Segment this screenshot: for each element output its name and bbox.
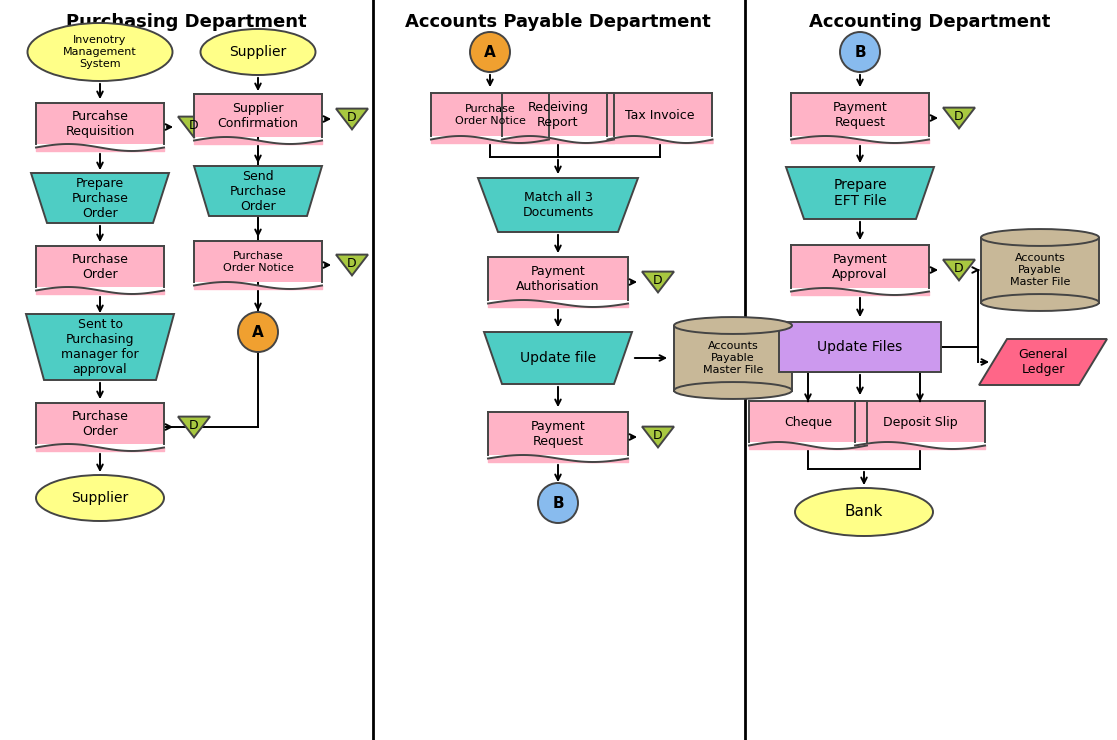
Polygon shape (36, 403, 164, 444)
Text: Bank: Bank (844, 505, 884, 519)
Polygon shape (642, 426, 674, 448)
Text: Purchase
Order: Purchase Order (71, 410, 128, 438)
Text: D: D (189, 118, 199, 132)
Text: Update Files: Update Files (818, 340, 903, 354)
Text: Payment
Approval: Payment Approval (832, 253, 888, 281)
Text: D: D (653, 428, 662, 442)
Circle shape (470, 32, 510, 72)
Text: Accounts Payable Department: Accounts Payable Department (405, 13, 710, 31)
Ellipse shape (981, 294, 1099, 311)
Polygon shape (194, 166, 322, 216)
Polygon shape (978, 339, 1107, 385)
Text: D: D (954, 110, 964, 123)
Circle shape (238, 312, 278, 352)
Circle shape (840, 32, 880, 72)
Text: A: A (484, 44, 496, 59)
Ellipse shape (28, 23, 172, 81)
Polygon shape (502, 93, 614, 136)
Polygon shape (791, 93, 929, 136)
Text: Sent to
Purchasing
manager for
approval: Sent to Purchasing manager for approval (61, 318, 139, 376)
Text: Payment
Request: Payment Request (832, 101, 887, 129)
Text: D: D (189, 419, 199, 431)
Text: D: D (347, 110, 356, 124)
Text: Accounts
Payable
Master File: Accounts Payable Master File (1010, 253, 1070, 286)
Polygon shape (855, 401, 985, 442)
Text: Accounting Department: Accounting Department (810, 13, 1051, 31)
Text: Purchase
Order Notice: Purchase Order Notice (455, 104, 525, 126)
Text: General
Ledger: General Ledger (1019, 348, 1068, 376)
Polygon shape (36, 246, 164, 287)
Text: Send
Purchase
Order: Send Purchase Order (230, 169, 286, 212)
Text: Receiving
Report: Receiving Report (527, 101, 589, 129)
Text: Purchase
Order Notice: Purchase Order Notice (222, 251, 294, 273)
Polygon shape (26, 314, 174, 380)
Polygon shape (488, 257, 628, 300)
Bar (779, 322, 941, 372)
Ellipse shape (981, 229, 1099, 246)
Bar (981, 238, 1099, 303)
Polygon shape (791, 245, 929, 288)
Text: Supplier: Supplier (71, 491, 128, 505)
Text: D: D (347, 257, 356, 269)
Text: Purchase
Order: Purchase Order (71, 253, 128, 281)
Polygon shape (194, 94, 322, 137)
Polygon shape (336, 109, 367, 130)
Polygon shape (608, 93, 713, 136)
Polygon shape (31, 173, 169, 223)
Polygon shape (488, 412, 628, 455)
Polygon shape (943, 260, 975, 280)
Text: Payment
Authorisation: Payment Authorisation (516, 265, 600, 293)
Text: Match all 3
Documents: Match all 3 Documents (523, 191, 593, 219)
Text: Tax Invoice: Tax Invoice (626, 109, 695, 121)
Polygon shape (36, 103, 164, 144)
Text: Update file: Update file (519, 351, 596, 365)
Text: Purchasing Department: Purchasing Department (66, 13, 306, 31)
Polygon shape (194, 241, 322, 282)
Polygon shape (178, 117, 210, 138)
Text: Supplier: Supplier (229, 45, 287, 59)
Polygon shape (478, 178, 638, 232)
Text: Prepare
Purchase
Order: Prepare Purchase Order (71, 177, 128, 220)
Text: A: A (252, 325, 264, 340)
Polygon shape (786, 167, 934, 219)
Polygon shape (642, 272, 674, 292)
Text: Payment
Request: Payment Request (531, 420, 585, 448)
Polygon shape (484, 332, 632, 384)
Circle shape (538, 483, 577, 523)
Text: Cheque: Cheque (784, 415, 832, 428)
Text: B: B (552, 496, 564, 511)
Polygon shape (943, 107, 975, 129)
Ellipse shape (795, 488, 933, 536)
Polygon shape (178, 417, 210, 437)
Ellipse shape (674, 317, 792, 334)
Polygon shape (336, 255, 367, 275)
Ellipse shape (200, 29, 315, 75)
Polygon shape (750, 401, 867, 442)
Text: D: D (653, 274, 662, 286)
Bar (674, 326, 792, 391)
Ellipse shape (36, 475, 164, 521)
Text: Purcahse
Requisition: Purcahse Requisition (66, 110, 135, 138)
Text: Accounts
Payable
Master File: Accounts Payable Master File (703, 341, 763, 374)
Text: Prepare
EFT File: Prepare EFT File (833, 178, 887, 208)
Text: Deposit Slip: Deposit Slip (882, 415, 957, 428)
Text: Invenotry
Management
System: Invenotry Management System (64, 36, 137, 69)
Ellipse shape (674, 382, 792, 399)
Text: D: D (954, 261, 964, 275)
Text: Supplier
Confirmation: Supplier Confirmation (218, 102, 298, 130)
Text: B: B (855, 44, 866, 59)
Polygon shape (431, 93, 548, 136)
